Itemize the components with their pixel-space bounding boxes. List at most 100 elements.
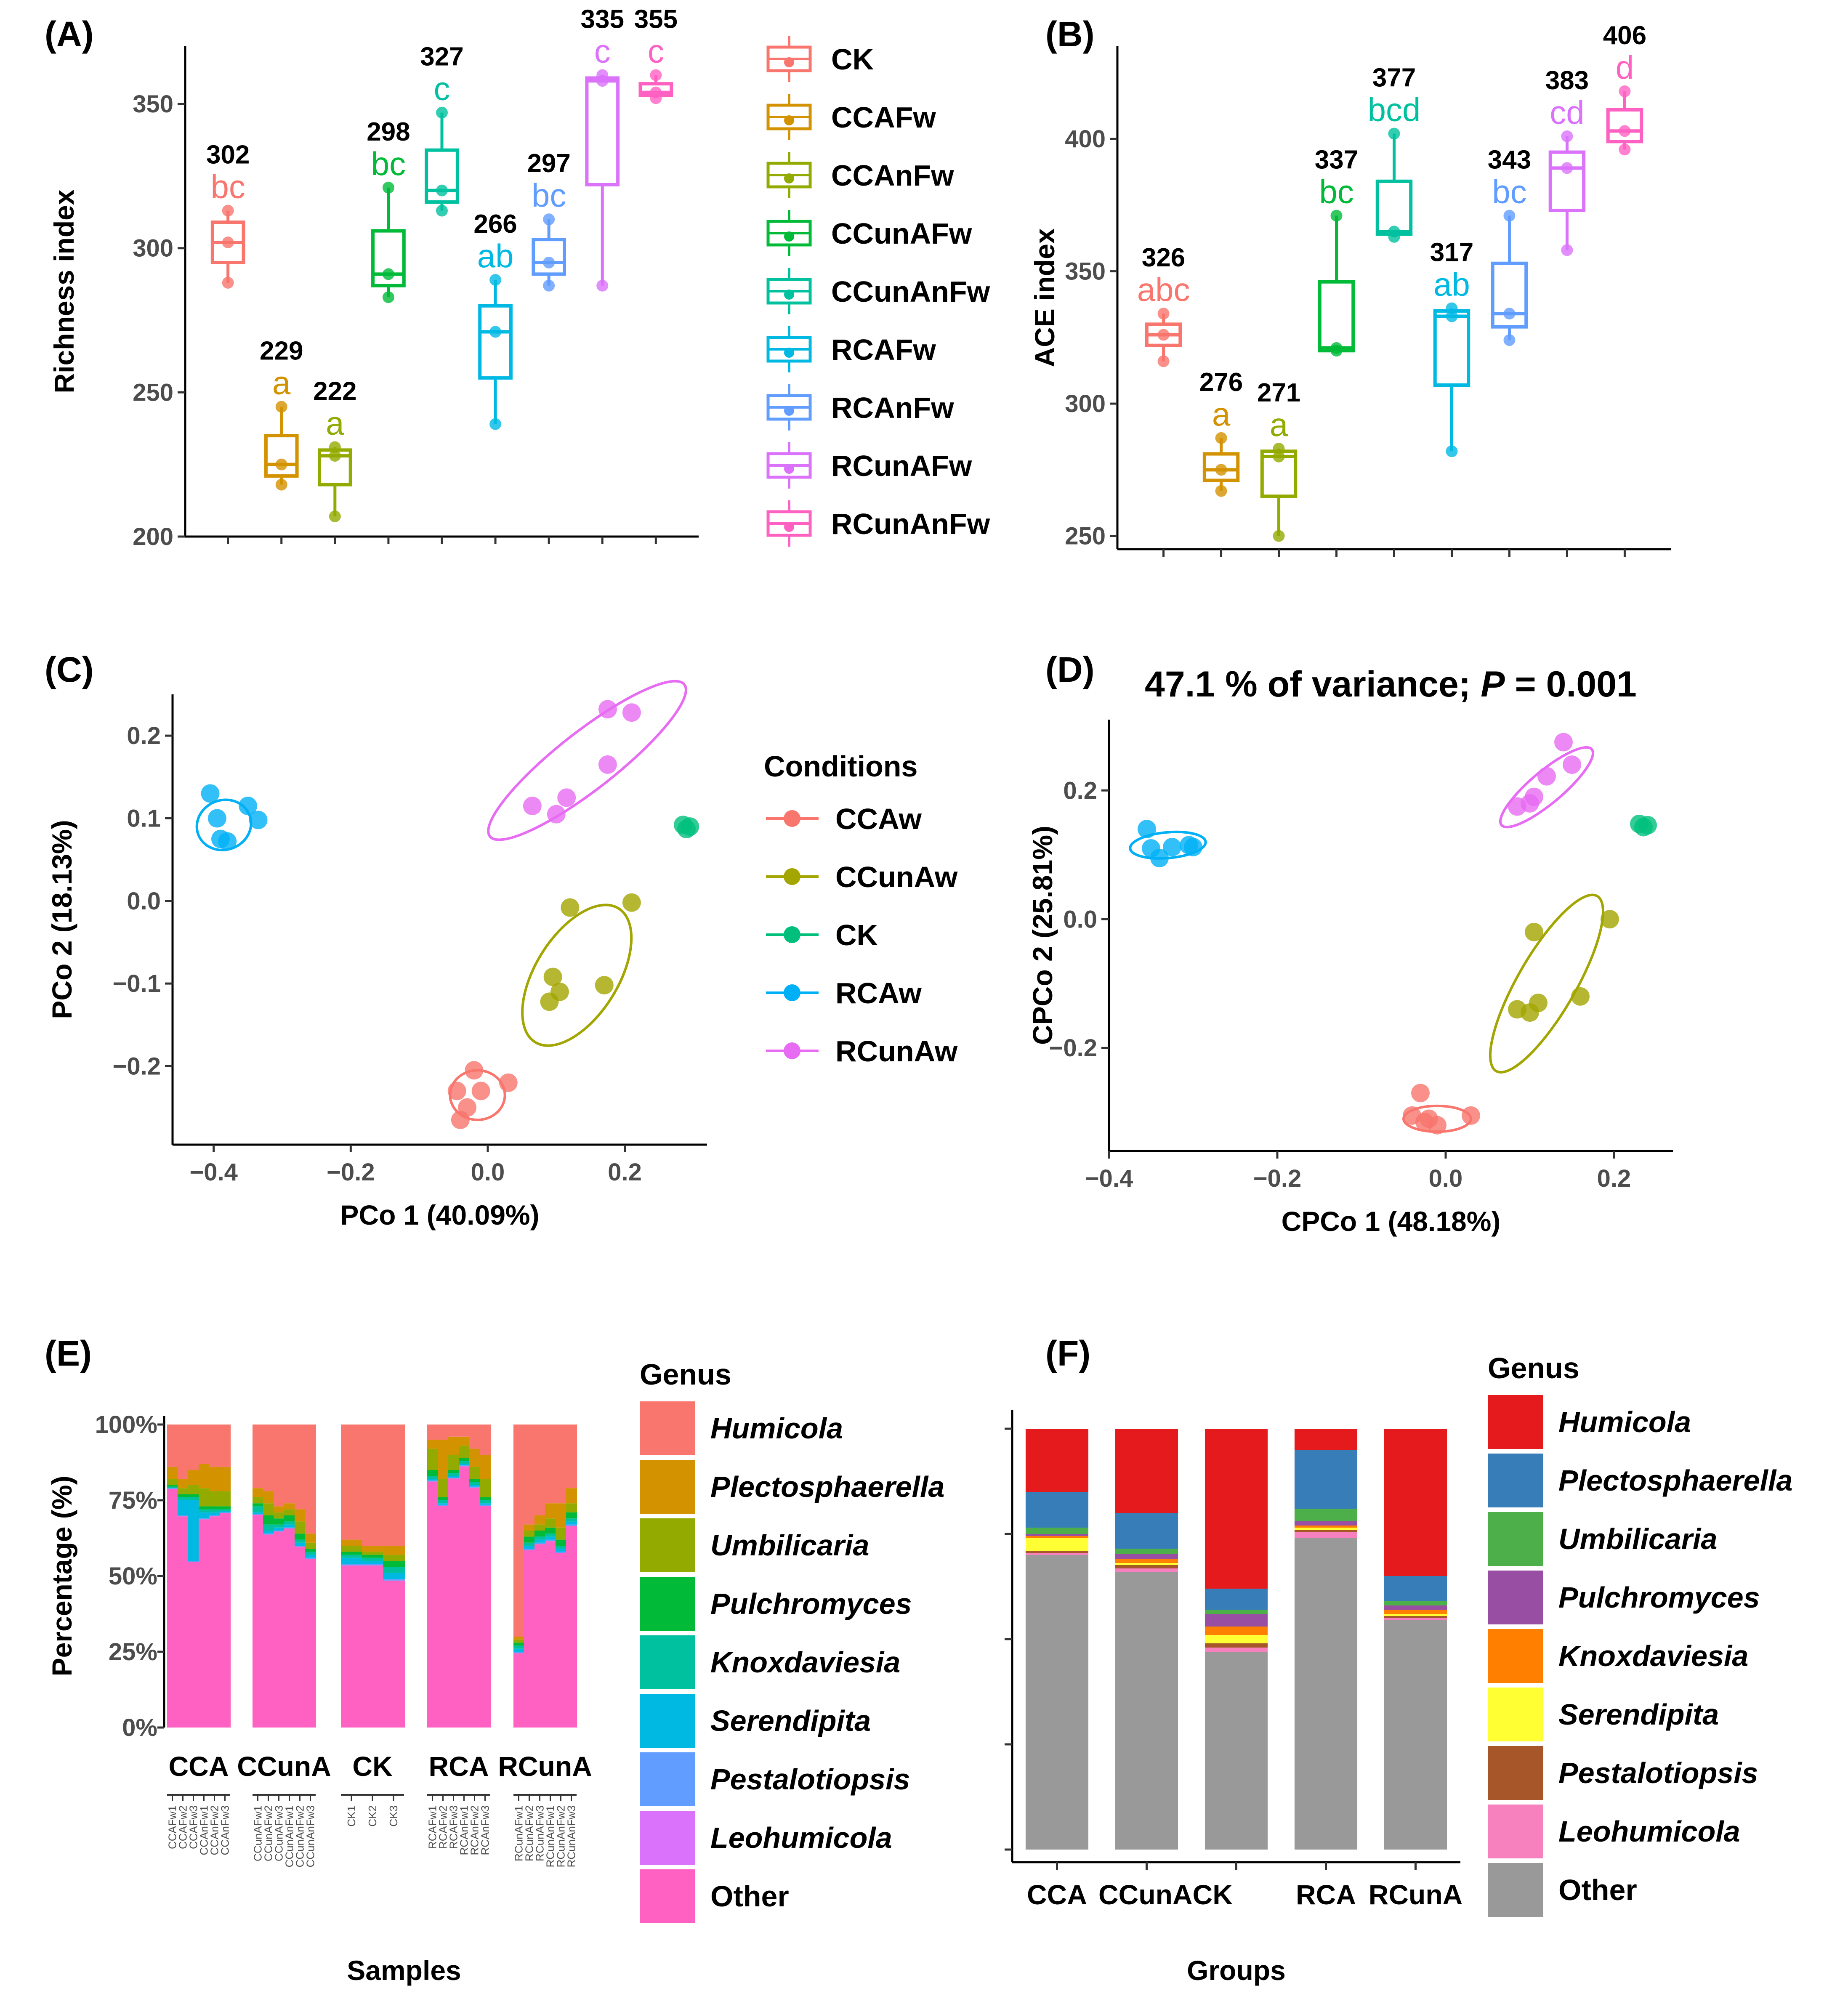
box-RCunAFw — [585, 76, 620, 186]
sample-label: CCunAnFw1 — [283, 1805, 296, 1867]
point-RCAw — [1163, 837, 1181, 856]
bar-seg-Pestalotiopsis — [295, 1546, 306, 1547]
bar-seg-Knoxdaviesia — [469, 1482, 480, 1485]
facet-label: CCA — [169, 1751, 229, 1782]
bar-seg-Pestalotiopsis — [383, 1579, 405, 1581]
bar-seg-Umbilicaria — [295, 1521, 306, 1534]
data-point — [436, 205, 448, 217]
significance-letter: c — [594, 33, 611, 70]
point-RCAw — [201, 784, 220, 803]
data-point — [382, 181, 394, 194]
bar-seg-Serendipita — [1115, 1563, 1178, 1565]
legend-box-dot — [784, 290, 794, 300]
bar-seg-Other — [209, 1516, 220, 1728]
legend-label: RCAnFw — [831, 391, 954, 424]
bar-seg-Pestalotiopsis — [513, 1652, 524, 1653]
bar-seg-Other — [480, 1505, 491, 1728]
data-point — [543, 213, 555, 226]
bar-seg-Pestalotiopsis — [427, 1480, 438, 1482]
data-point — [382, 268, 394, 280]
bar-seg-Serendipita — [469, 1485, 480, 1487]
mean-value-label: 343 — [1488, 146, 1531, 175]
bar-seg-Humicola — [188, 1425, 199, 1470]
data-point — [1157, 329, 1170, 341]
bar-seg-Serendipita — [263, 1531, 274, 1534]
legend-title: Conditions — [764, 750, 917, 783]
bar-seg-Serendipita — [199, 1512, 210, 1519]
bar-seg-Other — [253, 1515, 263, 1728]
bar-seg-Umbilicaria — [469, 1467, 480, 1479]
ellipse-CCAw — [1402, 1104, 1472, 1133]
bar-seg-Plectosphaerella — [341, 1539, 363, 1546]
sample-label: CCAnFw2 — [208, 1805, 221, 1855]
bar-seg-Umbilicaria — [362, 1552, 384, 1555]
bar-seg-Other — [534, 1544, 545, 1728]
ellipse-RCunAw — [487, 680, 687, 841]
bar-seg-Umbilicaria — [220, 1491, 231, 1507]
sample-label: CCunAnFw3 — [304, 1805, 317, 1867]
significance-letter: bc — [1319, 173, 1353, 210]
bar-seg-Pestalotiopsis — [167, 1488, 178, 1489]
bar-seg-Plectosphaerella — [362, 1546, 384, 1552]
box-CCAFw — [264, 434, 299, 478]
data-point — [489, 274, 502, 286]
bar-seg-Humicola — [566, 1425, 577, 1488]
sample-label: CK3 — [387, 1805, 400, 1827]
bar-seg-Other — [1115, 1572, 1178, 1850]
bar-seg-Leohumicola — [1205, 1648, 1268, 1652]
bar-seg-Serendipita — [459, 1464, 470, 1466]
bar-seg-Umbilicaria — [188, 1485, 199, 1494]
sample-label: RCAnFw2 — [468, 1805, 481, 1855]
legend-label: CCunAw — [835, 861, 958, 893]
legend-label: Other — [710, 1880, 789, 1913]
bar-seg-Humicola — [178, 1425, 189, 1479]
legend-swatch — [640, 1518, 695, 1572]
data-point — [382, 291, 394, 303]
panel-e-stacked-bars: 0% 25% 50% 75% 100% Percentage (%) Samples CCAF… — [46, 1411, 592, 1986]
bar-seg-Other — [427, 1481, 438, 1728]
legend-label: RCAFw — [831, 333, 936, 366]
data-point — [1503, 308, 1516, 320]
bar-seg-Humicola — [167, 1425, 178, 1467]
bar-seg-Plectosphaerella — [199, 1464, 210, 1488]
bar-seg-Serendipita — [438, 1503, 449, 1505]
bar-seg-Humicola — [341, 1425, 363, 1540]
bar-seg-Other — [362, 1565, 384, 1728]
bar-seg-Pulchromyces — [167, 1485, 178, 1487]
panel-f-stacked-bars: Groups CCA CCunACK RCA RCunA — [1005, 1410, 1462, 1986]
bar-seg-Umbilicaria — [167, 1479, 178, 1485]
x-axis-title: CPCo 1 (48.18%) — [1282, 1206, 1501, 1237]
data-point — [1273, 530, 1285, 542]
bar-seg-Knoxdaviesia — [274, 1524, 285, 1528]
bar-seg-Knoxdaviesia — [438, 1500, 449, 1504]
bar-seg-Umbilicaria — [1294, 1509, 1358, 1521]
bar-seg-Serendipita — [305, 1555, 316, 1558]
bar-seg-Pestalotiopsis — [341, 1564, 363, 1565]
bar-seg-Other — [524, 1550, 535, 1728]
bar-seg-Plectosphaerella — [295, 1509, 306, 1522]
point-RCunAw — [1563, 755, 1581, 774]
bar-seg-Pestalotiopsis — [178, 1515, 189, 1517]
ellipse-CCunAw — [1489, 893, 1604, 1074]
bar-seg-Umbilicaria — [513, 1640, 524, 1643]
legend-box-dot — [784, 231, 794, 242]
bar-seg-Plectosphaerella — [1025, 1492, 1089, 1528]
mean-value-label: 276 — [1199, 368, 1243, 397]
bar-seg-Pestalotiopsis — [209, 1515, 220, 1517]
legend-dot-key — [784, 926, 800, 943]
bar-seg-Humicola — [383, 1425, 405, 1546]
data-point — [1503, 210, 1516, 222]
bar-seg-Knoxdaviesia — [383, 1567, 405, 1573]
bar-seg-Pestalotiopsis — [305, 1557, 316, 1559]
y-tick-label: 350 — [133, 90, 173, 118]
data-point — [329, 441, 341, 453]
bar-seg-Pulchromyces — [459, 1458, 470, 1461]
bar-seg-Umbilicaria — [1115, 1549, 1178, 1554]
bar-seg-Knoxdaviesia — [459, 1461, 470, 1464]
bar-seg-Pestalotiopsis — [556, 1552, 566, 1553]
bar-seg-Pestalotiopsis — [253, 1514, 263, 1515]
bar-seg-Plectosphaerella — [566, 1488, 577, 1504]
bar-seg-Umbilicaria — [209, 1491, 220, 1507]
bar-seg-Humicola — [448, 1425, 459, 1437]
bar-seg-Knoxdaviesia — [199, 1509, 210, 1512]
